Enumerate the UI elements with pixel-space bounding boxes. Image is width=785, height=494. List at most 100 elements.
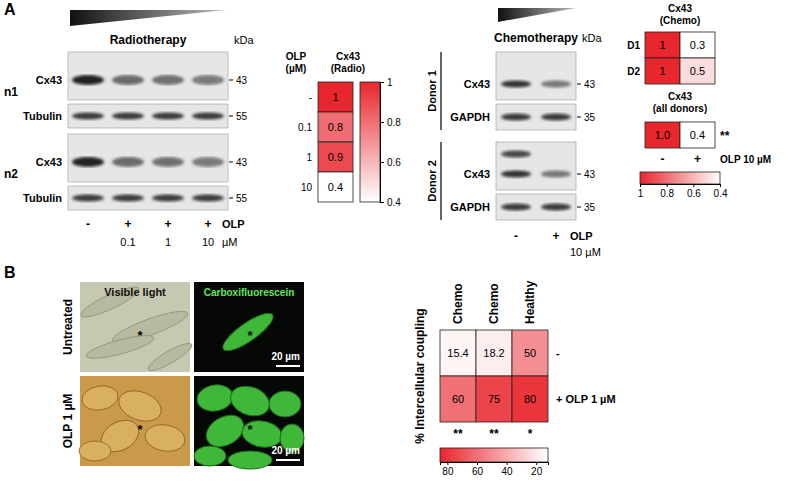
colorbar-tick-mark <box>693 184 694 187</box>
colorbar-tick: 0.8 <box>660 184 674 199</box>
blot-band <box>192 157 224 167</box>
micrograph-bg <box>80 376 190 466</box>
heatmap-cell <box>645 122 680 148</box>
heatmap-cell <box>680 122 715 148</box>
row-label: - <box>309 92 312 103</box>
heatmap-cells <box>318 82 353 202</box>
cell-shape <box>145 339 194 374</box>
cell-shape <box>269 391 301 417</box>
kda-marker: 43 <box>236 75 248 86</box>
colorbar-domain <box>641 185 721 188</box>
column-label: - <box>661 152 665 166</box>
cell-mark: * <box>137 422 143 437</box>
marker-tick <box>229 198 233 199</box>
significance: ** <box>489 427 499 441</box>
blot-band <box>112 157 144 167</box>
dose-wedge <box>498 8 576 22</box>
cell-label: 0.9 <box>328 151 343 163</box>
colorbar-axis: 10.80.60.4 <box>380 77 401 208</box>
cell-label: 0.5 <box>690 65 705 77</box>
treatment: OLP <box>222 218 245 230</box>
heatmap-cells <box>645 32 715 84</box>
colorbar-tick-label: 1 <box>638 188 644 199</box>
micrograph-visible <box>79 376 190 466</box>
cell-label: 75 <box>488 393 500 405</box>
blot <box>496 142 576 220</box>
blot-membrane <box>68 52 228 100</box>
row-label: + OLP 1 µM <box>556 393 616 405</box>
colorbar-tick-label: 20 <box>531 466 543 477</box>
cell-label: 1 <box>332 91 338 103</box>
cell-shape <box>218 307 277 356</box>
cell-shape <box>143 422 187 455</box>
column-title: OLP 10 µM <box>720 154 771 165</box>
colorbar-tick: 0.4 <box>380 197 401 208</box>
row-label: Cx43 <box>36 156 62 168</box>
figure: ARadiotherapykDan1Cx4343Tubulin55n2Cx434… <box>0 0 785 494</box>
heatmap-cell <box>680 32 715 58</box>
lane-dose: 1 <box>165 236 171 248</box>
heatmap-cell <box>512 330 548 376</box>
colorbar-tick-label: 0.4 <box>387 197 401 208</box>
cell-label: 0.4 <box>328 181 343 193</box>
colorbar-tick-label: 80 <box>442 466 454 477</box>
cell-label: 80 <box>524 393 536 405</box>
row-label: Untreated <box>61 299 75 355</box>
row-label: Tubulin <box>23 192 62 204</box>
cell-label: 0.3 <box>690 39 705 51</box>
blot-band <box>152 157 184 167</box>
heatmap-cell <box>318 82 353 112</box>
column-label: + <box>694 152 701 166</box>
cell-label: 60 <box>452 393 464 405</box>
colorbar <box>640 172 720 184</box>
kda: kDa <box>234 34 254 46</box>
colorbar-tick-label: 0.8 <box>660 188 674 199</box>
cell-label: 1.0 <box>655 129 670 141</box>
kda-marker: 55 <box>236 111 248 122</box>
colorbar <box>360 82 380 202</box>
colorbar <box>440 448 548 462</box>
colorbar-tick-mark <box>667 184 668 187</box>
cell-label: 1 <box>659 65 665 77</box>
heatmap-title: Cx43(Radio) <box>331 51 365 74</box>
column-label: Visible light <box>104 286 166 298</box>
cell-label: 0.4 <box>690 129 705 141</box>
heatmap-cell <box>318 172 353 202</box>
heatmap-labels: 1.0 0.4 <box>655 129 705 141</box>
replicate-label: n2 <box>4 167 18 181</box>
blot-band <box>501 151 531 158</box>
colorbar-tick-mark <box>477 462 478 465</box>
significance: * <box>528 427 533 441</box>
lane-sign: + <box>164 217 171 231</box>
colorbar-tick-label: 1 <box>387 77 393 88</box>
row-label: Tubulin <box>23 110 62 122</box>
kda-marker: 35 <box>584 112 596 123</box>
row-label: Cx43 <box>36 74 62 86</box>
blot-band <box>152 113 184 120</box>
blot-band <box>152 195 184 202</box>
lane-sign: - <box>514 229 518 243</box>
blot-band <box>192 195 224 202</box>
colorbar-tick-mark <box>536 462 537 465</box>
blot <box>68 134 228 210</box>
blot-band <box>541 81 571 88</box>
cell-mark: * <box>247 328 253 343</box>
blot-membrane <box>68 186 228 210</box>
marker-tick <box>229 80 233 81</box>
heatmap-cell <box>476 330 512 376</box>
blot-band <box>501 114 531 121</box>
row-label: 1 <box>306 152 312 163</box>
dose: 10 µM <box>570 246 601 258</box>
unit: µM <box>222 236 238 248</box>
micrograph-visible <box>78 282 195 375</box>
scale-bar-label: 20 µm <box>271 445 300 456</box>
colorbar-tick-mark <box>380 82 384 83</box>
lane-sign: + <box>552 229 559 243</box>
blot-band <box>192 113 224 120</box>
column-label: Carboxifluorescein <box>204 287 295 298</box>
heatmap-y-label: OLP(µM) <box>286 51 307 74</box>
colorbar-tick: 20 <box>531 462 543 477</box>
blot-membrane <box>68 134 228 182</box>
lane-sign: + <box>124 217 131 231</box>
colorbar-tick-label: 0.8 <box>387 117 401 128</box>
